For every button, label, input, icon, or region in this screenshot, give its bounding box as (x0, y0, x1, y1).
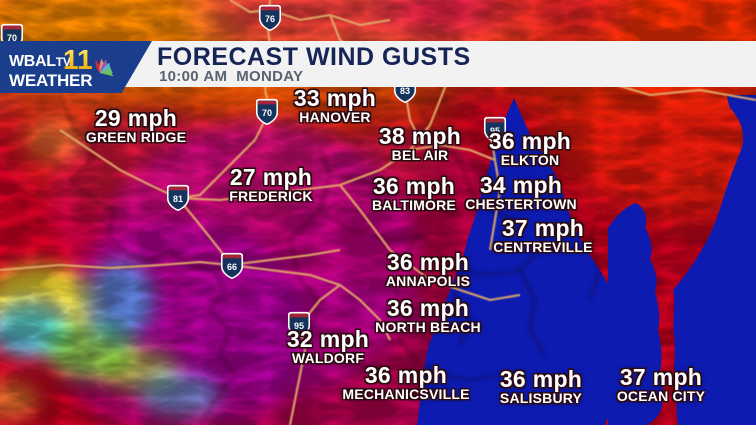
svg-text:WEATHER: WEATHER (9, 71, 92, 90)
svg-text:66: 66 (227, 262, 237, 272)
svg-text:WBALTV: WBALTV (9, 53, 71, 70)
svg-text:76: 76 (265, 14, 275, 24)
svg-text:81: 81 (173, 194, 183, 204)
